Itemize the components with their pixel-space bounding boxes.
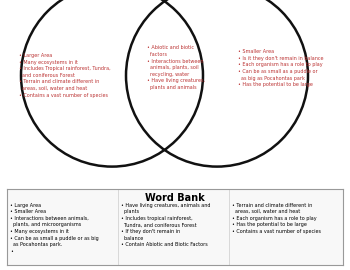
Text: • Large Area
• Smaller Area
• Interactions between animals,
  plants, and microo: • Large Area • Smaller Area • Interactio… [10,202,99,254]
Text: • Have living creatures, animals and
  plants
• Includes tropical rainforest,
  : • Have living creatures, animals and pla… [121,202,211,247]
Text: • Abiotic and biotic
  factors
• Interactions between
  animals, plants, soil
  : • Abiotic and biotic factors • Interacti… [147,45,205,90]
Text: • Terrain and climate different in
  areas, soil, water and heat
• Each organism: • Terrain and climate different in areas… [232,202,321,234]
Text: • Smaller Area
• Is it they don't remain in balance
• Each organism has a role t: • Smaller Area • Is it they don't remain… [238,49,323,87]
Text: • Larger Area
• Many ecosystems in it
• Includes Tropical rainforest, Tundra,
  : • Larger Area • Many ecosystems in it • … [19,53,111,97]
Text: Word Bank: Word Bank [145,193,205,203]
